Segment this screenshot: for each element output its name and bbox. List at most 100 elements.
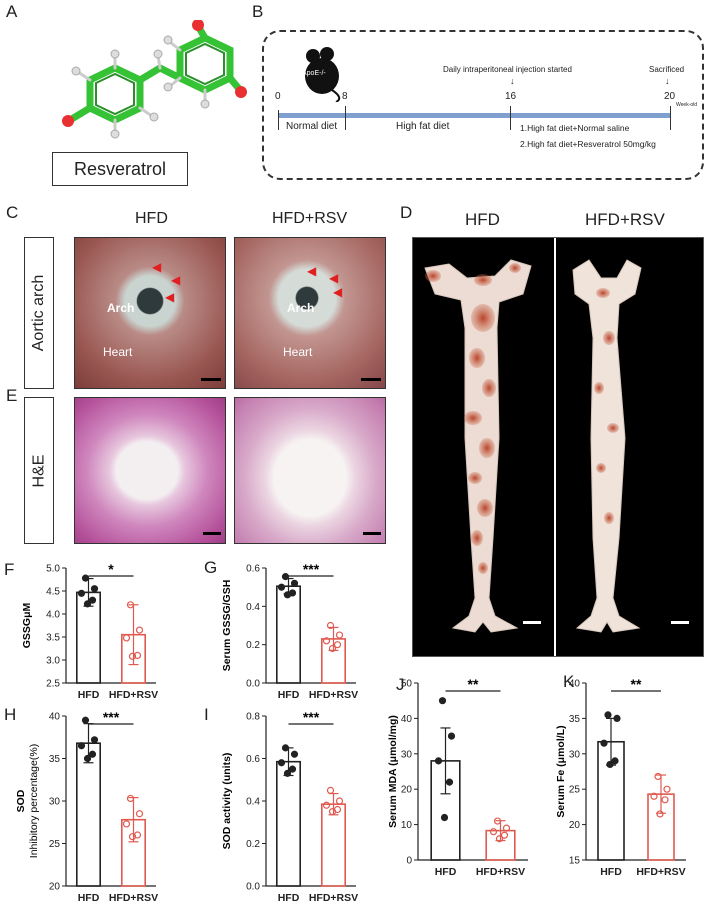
tick-0: 0 xyxy=(275,91,281,102)
y-tick-label: 35 xyxy=(49,754,61,765)
data-point xyxy=(322,801,331,809)
panel-label-a: A xyxy=(6,2,18,21)
compound-name: Resveratrol xyxy=(52,152,188,186)
y-tick-label: 10 xyxy=(401,820,413,831)
tick-8: 8 xyxy=(342,91,348,102)
data-point xyxy=(495,835,504,843)
data-point xyxy=(283,769,292,777)
bar-hfd xyxy=(275,585,301,684)
chart-f: 2.5 3.0 3.5 4.0 4.5 5.0 GSSGμM HFD HFD+RSV * xyxy=(21,561,158,701)
col-title-hfd-rsv: HFD+RSV xyxy=(585,210,665,229)
y-tick-label: 15 xyxy=(569,856,581,867)
panel-label-i: I xyxy=(204,705,209,724)
x-tick-label: HFD xyxy=(435,866,457,878)
chart-g: 0.0 0.2 0.4 0.6 Serum GSSG/GSH HFD HFD+RSV *** xyxy=(221,561,358,701)
panel-label-g: G xyxy=(204,558,218,577)
y-tick-label: 0.4 xyxy=(246,797,260,808)
scale-bar xyxy=(363,532,381,535)
significance-stars: *** xyxy=(303,561,320,577)
photo-aortic-arch-hfd: Arch Heart ◀ ◀ ◀ xyxy=(74,237,226,389)
y-tick-label: 0.6 xyxy=(246,564,260,575)
scale-bar xyxy=(201,378,221,381)
y-tick-label: 4.5 xyxy=(46,587,60,598)
row-label-aortic-arch: Aortic arch xyxy=(24,237,54,389)
resveratrol-molecule xyxy=(62,20,247,139)
heart-label: Heart xyxy=(283,345,313,359)
x-tick-label: HFD xyxy=(600,866,622,878)
timeline-mark-16 xyxy=(510,106,511,130)
timeline-mark-8 xyxy=(345,106,346,130)
timeline-box xyxy=(262,30,704,180)
panel-label-h: H xyxy=(4,705,17,724)
x-tick-label: HFD+RSV xyxy=(109,892,158,904)
panel-label-j: J xyxy=(396,675,405,694)
panel-label-e: E xyxy=(6,386,18,405)
data-point xyxy=(611,757,619,765)
panel-label-k: K xyxy=(563,672,575,691)
arrow-icon: ◀ xyxy=(307,264,317,278)
data-point xyxy=(135,626,144,634)
y-tick-label: 50 xyxy=(401,679,413,690)
sacrificed-label: Sacrificed xyxy=(649,65,685,74)
y-tick-label: 40 xyxy=(401,714,413,725)
data-point xyxy=(283,591,292,599)
y-tick-label: 40 xyxy=(49,712,61,723)
data-point xyxy=(126,794,135,803)
data-point xyxy=(288,765,297,773)
y-tick-label: 0.0 xyxy=(246,882,260,893)
aorta-drawing xyxy=(424,259,689,633)
chart-j: 0 10 20 30 40 50 Serum MDA (μmol/mg) HFD HFD+RSV… xyxy=(387,676,528,878)
data-point xyxy=(277,759,286,767)
x-tick-label: HFD xyxy=(78,892,100,904)
arrow-icon: ◀ xyxy=(171,273,181,287)
data-point xyxy=(122,820,131,828)
photo-aortic-arch-rsv: Arch Heart ◀ ◀ ◀ xyxy=(234,237,386,389)
data-point xyxy=(322,637,331,645)
y-tick-label: 5.0 xyxy=(46,564,60,575)
group-1: 1.High fat diet+Normal saline xyxy=(520,123,630,133)
y-axis-label: Serum Fe (μmol/L) xyxy=(555,725,567,817)
y-tick-label: 0.6 xyxy=(246,754,260,765)
y-tick-label: 2.5 xyxy=(46,679,60,690)
arrow-down-icon: ↓ xyxy=(510,76,515,86)
significance-stars: *** xyxy=(103,709,120,725)
en-face-aorta-photo xyxy=(412,237,704,657)
divider xyxy=(554,238,556,656)
y-tick-label: 20 xyxy=(569,820,581,831)
data-point xyxy=(128,652,137,660)
y-axis-label: Serum MDA (μmol/mg) xyxy=(387,715,399,828)
bar-hfd xyxy=(275,760,301,887)
arrow-icon: ◀ xyxy=(152,260,162,274)
data-point xyxy=(81,574,90,582)
data-point xyxy=(90,736,99,744)
panel-label-f: F xyxy=(4,560,15,579)
chart-i: 0.0 0.2 0.4 0.6 0.8 SOD activity (units) HFD HF… xyxy=(221,709,358,904)
phase-high-fat-diet: High fat diet xyxy=(396,121,450,132)
data-point xyxy=(281,573,290,581)
data-point xyxy=(88,596,97,604)
data-point xyxy=(613,714,621,723)
data-point xyxy=(281,744,290,752)
significance-stars: ** xyxy=(631,676,642,692)
y-axis-label: Inhibitory percentage(%) xyxy=(28,744,40,858)
col-title-hfd-rsv: HFD+RSV xyxy=(272,210,348,227)
data-point xyxy=(333,641,342,649)
data-point xyxy=(126,601,135,609)
tick-16: 16 xyxy=(505,91,517,102)
group-2: 2.High fat diet+Resveratrol 50mg/kg xyxy=(520,139,656,149)
panel-label-b: B xyxy=(252,2,264,21)
y-tick-label: 20 xyxy=(49,882,61,893)
significance-stars: *** xyxy=(303,709,320,725)
x-tick-label: HFD+RSV xyxy=(476,866,525,878)
data-point xyxy=(500,831,509,839)
heart-label: Heart xyxy=(103,345,133,359)
data-point xyxy=(661,796,669,804)
arrow-icon: ◀ xyxy=(165,290,175,304)
data-point xyxy=(83,754,92,763)
data-point xyxy=(128,833,137,841)
data-point xyxy=(654,772,662,781)
bar-hfd xyxy=(75,742,101,887)
data-point xyxy=(83,600,92,608)
arrow-icon: ◀ xyxy=(329,271,339,285)
data-point xyxy=(438,697,447,705)
